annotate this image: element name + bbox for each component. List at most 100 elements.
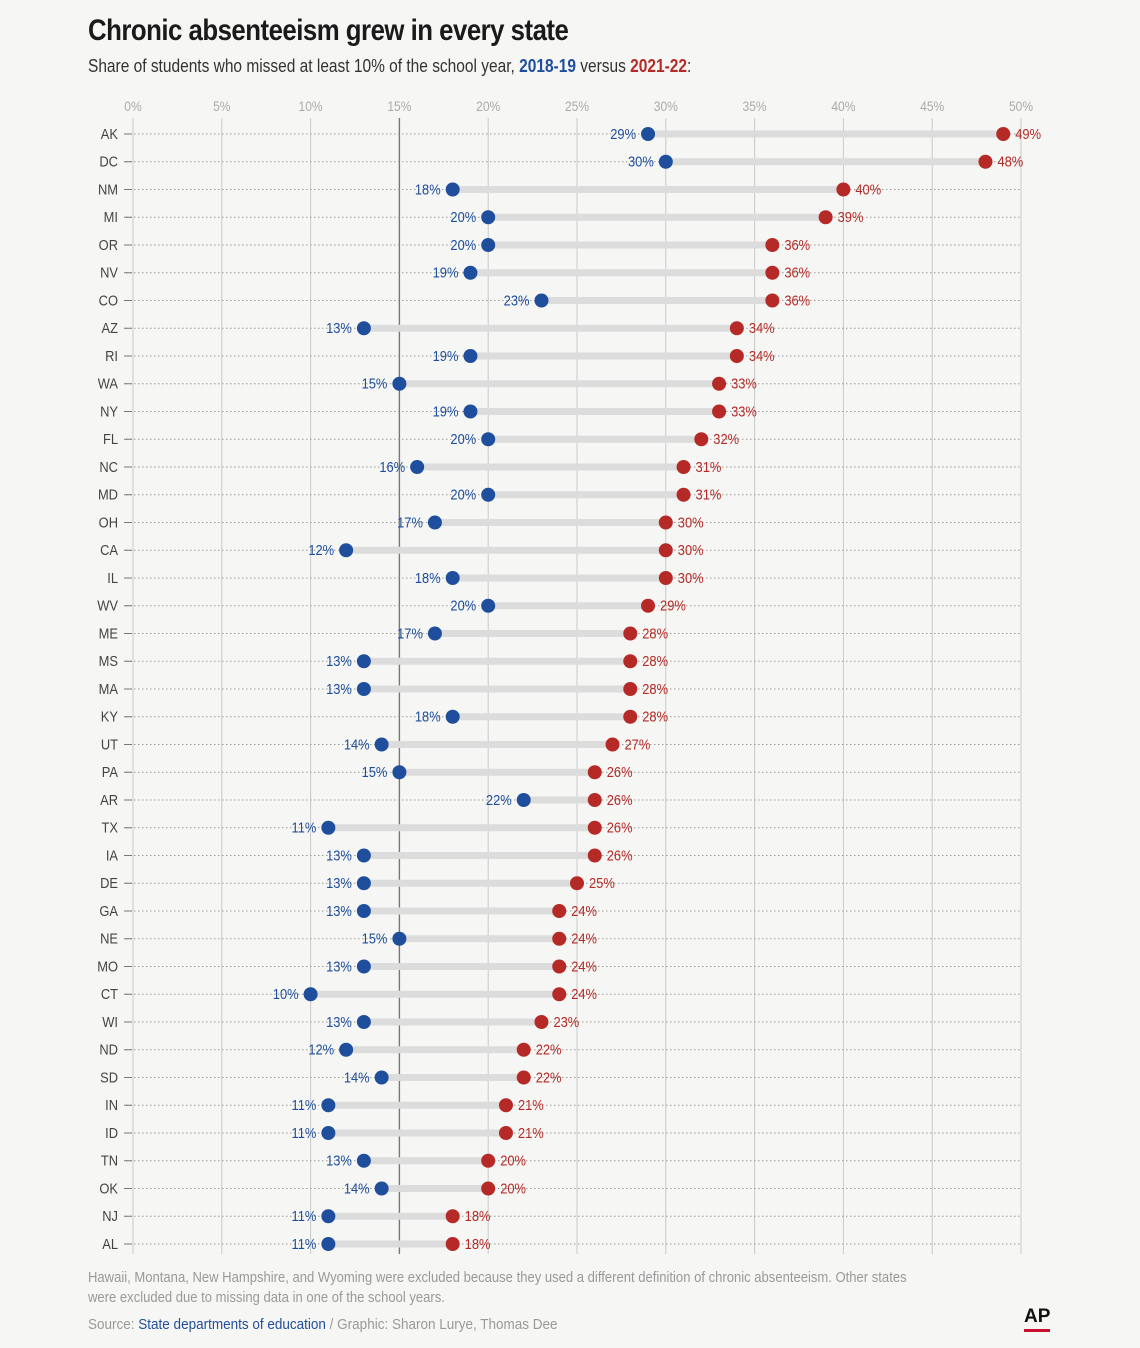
state-label: NM xyxy=(98,181,118,198)
dot-2018-19 xyxy=(392,765,407,780)
source-link[interactable]: State departments of education xyxy=(138,1316,326,1333)
state-label: PA xyxy=(102,763,119,780)
value-label-2021-22: 28% xyxy=(642,625,668,642)
chart-title: Chronic absenteeism grew in every state xyxy=(88,14,569,47)
value-label-2018-19: 13% xyxy=(326,1013,352,1030)
value-label-2018-19: 20% xyxy=(450,208,476,225)
dot-2021-22 xyxy=(996,127,1011,141)
state-label: IA xyxy=(106,847,119,864)
value-label-2021-22: 34% xyxy=(749,319,775,336)
value-label-2021-22: 25% xyxy=(589,874,615,891)
dot-2018-19 xyxy=(392,931,407,946)
dot-2018-19 xyxy=(356,959,371,974)
dot-2021-22 xyxy=(658,571,673,585)
dot-2018-19 xyxy=(356,1015,371,1029)
dot-2021-22 xyxy=(694,432,709,447)
dot-2018-19 xyxy=(481,210,496,225)
chart-subtitle: Share of students who missed at least 10… xyxy=(88,56,691,77)
dot-2018-19 xyxy=(356,321,371,336)
dot-2021-22 xyxy=(765,238,780,252)
chart-rows: AK 29% 49% DC 30% 48% NM 18% 40% MI 20% 39% OR 20% 36%… xyxy=(97,125,1041,1252)
value-label-2018-19: 18% xyxy=(415,708,441,725)
value-label-2021-22: 20% xyxy=(500,1152,526,1169)
dot-2021-22 xyxy=(605,737,620,752)
state-label: NY xyxy=(100,403,119,420)
value-label-2018-19: 13% xyxy=(326,652,352,669)
x-tick-label: 0% xyxy=(124,98,142,114)
value-label-2021-22: 24% xyxy=(571,958,597,975)
value-label-2018-19: 13% xyxy=(326,958,352,975)
value-label-2018-19: 14% xyxy=(344,736,370,753)
dot-2018-19 xyxy=(356,654,371,669)
state-label: WI xyxy=(102,1013,118,1030)
value-label-2018-19: 14% xyxy=(344,1180,370,1197)
dot-2018-19 xyxy=(463,265,478,280)
value-label-2018-19: 17% xyxy=(397,514,423,531)
dot-2021-22 xyxy=(729,349,744,363)
dot-2018-19 xyxy=(481,432,496,447)
state-label: MA xyxy=(99,680,119,697)
dot-2021-22 xyxy=(552,904,567,918)
ap-logo: AP xyxy=(1024,1306,1051,1332)
dot-2021-22 xyxy=(658,543,673,558)
x-tick-label: 20% xyxy=(476,98,500,114)
value-label-2021-22: 28% xyxy=(642,708,668,725)
value-label-2018-19: 11% xyxy=(292,1207,317,1224)
value-label-2021-22: 31% xyxy=(696,486,722,503)
dot-2018-19 xyxy=(481,487,496,502)
value-label-2021-22: 26% xyxy=(607,763,633,780)
state-label: NE xyxy=(100,930,118,947)
value-label-2018-19: 13% xyxy=(326,1152,352,1169)
state-label: DE xyxy=(100,874,118,891)
state-label: CO xyxy=(99,292,118,309)
state-label: MO xyxy=(97,958,118,975)
dot-2018-19 xyxy=(392,376,407,391)
value-label-2021-22: 36% xyxy=(784,236,810,253)
dot-2018-19 xyxy=(463,404,478,419)
dot-2021-22 xyxy=(623,709,638,724)
value-label-2021-22: 29% xyxy=(660,597,686,614)
state-label: FL xyxy=(103,430,118,447)
dot-2021-22 xyxy=(765,293,780,308)
value-label-2021-22: 23% xyxy=(553,1013,579,1030)
dot-2018-19 xyxy=(463,349,478,363)
dot-2018-19 xyxy=(321,820,336,835)
value-label-2021-22: 24% xyxy=(571,902,597,919)
subtitle-suffix: : xyxy=(686,56,692,76)
dot-2018-19 xyxy=(658,154,673,169)
value-label-2021-22: 40% xyxy=(855,181,881,198)
value-label-2018-19: 30% xyxy=(628,153,654,170)
dot-2018-19 xyxy=(516,793,531,807)
state-label: NV xyxy=(100,264,119,281)
dot-2018-19 xyxy=(445,709,460,724)
value-label-2018-19: 20% xyxy=(450,236,476,253)
dot-2021-22 xyxy=(552,931,567,946)
dot-2021-22 xyxy=(712,404,727,419)
value-label-2018-19: 13% xyxy=(326,319,352,336)
state-label: AR xyxy=(100,791,118,808)
value-label-2021-22: 18% xyxy=(465,1207,491,1224)
source-credits: / Graphic: Sharon Lurye, Thomas Dee xyxy=(325,1316,558,1333)
value-label-2021-22: 49% xyxy=(1015,125,1041,142)
value-label-2021-22: 30% xyxy=(678,541,704,558)
state-label: ND xyxy=(99,1041,118,1058)
state-label: OH xyxy=(99,514,118,531)
dot-2018-19 xyxy=(534,293,549,308)
state-label: IL xyxy=(107,569,118,586)
state-label: KY xyxy=(101,708,119,725)
x-tick-label: 40% xyxy=(831,98,855,114)
dot-2021-22 xyxy=(552,987,567,1002)
state-label: MS xyxy=(99,652,118,669)
dot-2021-22 xyxy=(729,321,744,336)
value-label-2018-19: 11% xyxy=(292,1235,317,1252)
state-label: TN xyxy=(101,1152,118,1169)
value-label-2021-22: 34% xyxy=(749,347,775,364)
dot-2021-22 xyxy=(587,793,602,807)
state-label: AZ xyxy=(102,319,119,336)
source-line: Source: State departments of education /… xyxy=(88,1316,558,1333)
x-tick-label: 35% xyxy=(743,98,767,114)
dot-2021-22 xyxy=(676,460,691,474)
value-label-2021-22: 24% xyxy=(571,930,597,947)
dot-2021-22 xyxy=(712,376,727,391)
value-label-2021-22: 27% xyxy=(625,736,651,753)
